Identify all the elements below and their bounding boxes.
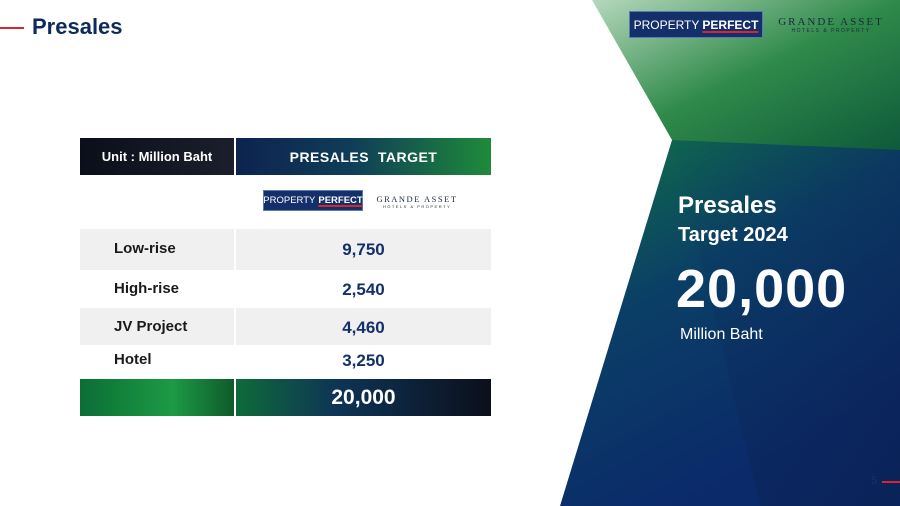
table-target-header: PRESALES TARGET bbox=[236, 138, 491, 175]
row-value: 3,250 bbox=[342, 351, 385, 370]
logo-text-part1: PROPERTY bbox=[263, 195, 316, 206]
row-divider bbox=[234, 308, 236, 345]
logo-tagline: HOTELS & PROPERTY bbox=[791, 28, 871, 34]
side-heading: Presales bbox=[678, 192, 777, 219]
logo-text-part2: PERFECT bbox=[318, 195, 363, 206]
table-grande-asset-logo: GRANDE ASSET HOTELS & PROPERTY bbox=[372, 194, 462, 209]
grande-asset-logo: GRANDE ASSET HOTELS & PROPERTY bbox=[772, 16, 890, 34]
property-perfect-logo: PROPERTY PERFECT bbox=[629, 11, 763, 38]
row-value: 2,540 bbox=[342, 280, 385, 299]
page-number: 5 bbox=[871, 475, 878, 487]
side-value: 20,000 bbox=[676, 259, 848, 319]
page-title: Presales bbox=[32, 14, 123, 39]
row-value: 9,750 bbox=[342, 240, 385, 259]
row-label: High-rise bbox=[114, 280, 180, 297]
row-label: JV Project bbox=[114, 318, 188, 335]
side-unit: Million Baht bbox=[680, 326, 763, 343]
logo-name: GRANDE ASSET bbox=[376, 194, 458, 204]
page-number-accent-line bbox=[882, 481, 900, 483]
row-label: Low-rise bbox=[114, 240, 176, 257]
logo-text-part1: PROPERTY bbox=[633, 17, 700, 32]
total-value: 20,000 bbox=[236, 379, 491, 416]
title-accent-line bbox=[0, 27, 24, 29]
logo-text-part2: PERFECT bbox=[702, 17, 759, 32]
table-row: Low-rise 9,750 bbox=[80, 229, 491, 270]
table-unit-header: Unit : Million Baht bbox=[80, 138, 234, 175]
table-row: Hotel 3,250 bbox=[80, 345, 491, 378]
table-row: High-rise 2,540 bbox=[80, 270, 491, 308]
logo-tagline: HOTELS & PROPERTY bbox=[382, 204, 452, 209]
table-row: JV Project 4,460 bbox=[80, 308, 491, 345]
total-row-left bbox=[80, 379, 234, 416]
table-property-perfect-logo: PROPERTY PERFECT bbox=[263, 190, 363, 211]
row-label: Hotel bbox=[114, 351, 152, 368]
row-value: 4,460 bbox=[342, 318, 385, 337]
side-subheading: Target 2024 bbox=[678, 224, 788, 246]
row-divider bbox=[234, 229, 236, 270]
logo-name: GRANDE ASSET bbox=[778, 16, 884, 28]
